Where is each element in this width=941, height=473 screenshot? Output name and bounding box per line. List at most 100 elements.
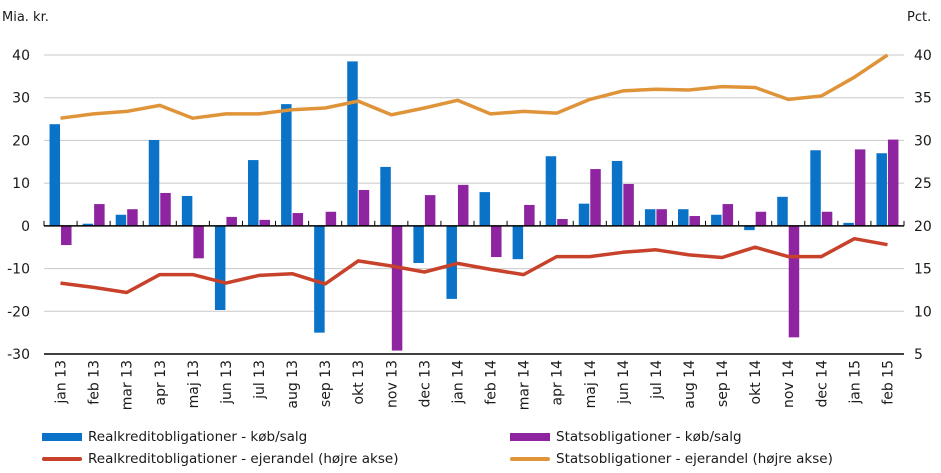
left-axis-tick-label: 40 [12, 48, 30, 64]
bar-realkredit [479, 192, 491, 226]
bar-realkredit [446, 225, 457, 299]
x-axis-category-label: sep 14 [715, 360, 731, 407]
left-axis-tick-label: 10 [12, 176, 30, 192]
bar-stats [391, 225, 403, 351]
x-axis-category-label: nov 13 [384, 360, 400, 408]
right-axis-tick-label: 20 [914, 219, 932, 235]
line-realkredit-ejerandel [60, 236, 888, 295]
bar-realkredit [678, 209, 689, 226]
right-axis-tick-label: 5 [914, 347, 923, 363]
bar-stats [292, 213, 304, 226]
bar-realkredit [611, 160, 623, 226]
x-axis-category-label: nov 14 [781, 360, 797, 408]
bar-stats [160, 192, 171, 226]
x-axis-category-label: dec 14 [814, 360, 830, 408]
x-axis-category-label: jan 13 [54, 360, 70, 405]
bar-stats [424, 195, 436, 226]
legend-label: Statsobligationer - ejerandel (højre aks… [556, 451, 833, 467]
bar-realkredit [578, 203, 590, 226]
x-axis-category-label: jan 14 [450, 360, 466, 405]
left-axis-tick-label: -10 [7, 262, 30, 278]
bar-stats [590, 169, 601, 226]
x-axis-category-label: jul 13 [252, 360, 268, 400]
x-axis-category-label: mar 14 [517, 360, 533, 410]
legend-item-stats-ejerandel: Statsobligationer - ejerandel (højre aks… [510, 451, 833, 467]
bar-realkredit [744, 225, 755, 231]
left-axis-tick-label: 0 [21, 219, 30, 235]
x-axis-category-label: maj 13 [186, 360, 202, 408]
bar-realkredit [281, 104, 292, 226]
legend-label: Realkreditobligationer - ejerandel (højr… [88, 451, 399, 467]
bar-realkredit [413, 225, 424, 264]
bar-stats [689, 216, 700, 226]
bar-realkredit [777, 196, 788, 226]
bar-realkredit [148, 140, 160, 226]
bar-realkredit [49, 124, 61, 226]
right-axis-tick-label: 35 [914, 91, 932, 107]
right-axis-unit-label: Pct. [907, 10, 932, 25]
bar-realkredit [248, 160, 259, 226]
bar-realkredit [380, 166, 391, 226]
x-axis-category-label: jun 14 [616, 360, 632, 405]
legend-swatch-purple-bar [510, 433, 550, 441]
bar-stats [524, 204, 535, 226]
x-axis-category-label: dec 13 [417, 360, 433, 407]
bar-realkredit [545, 156, 557, 226]
legend-label: Statsobligationer - køb/salg [556, 429, 742, 445]
x-axis-category-label: jan 15 [847, 360, 863, 405]
bar-stats [358, 189, 370, 226]
bar-stats [325, 211, 337, 226]
left-axis-tick-label: 30 [12, 91, 30, 107]
left-axis-tick-label: -30 [7, 347, 30, 363]
x-axis-category-label: okt 13 [351, 360, 367, 404]
right-axis-tick-label: 25 [914, 176, 932, 192]
bar-stats [788, 225, 800, 338]
legend-label: Realkreditobligationer - køb/salg [88, 429, 308, 445]
legend-item-realkredit-ejerandel: Realkreditobligationer - ejerandel (højr… [42, 451, 398, 467]
bar-stats [226, 216, 237, 226]
bar-stats [722, 204, 734, 226]
right-axis-tick-label: 15 [914, 262, 932, 278]
left-axis-unit-label: Mia. kr. [2, 10, 49, 25]
legend-swatch-blue-bar [42, 433, 82, 441]
bar-stats [94, 204, 105, 226]
x-axis-category-label: apr 14 [550, 360, 566, 406]
bar-stats [491, 225, 502, 258]
left-axis-tick-label: -20 [7, 304, 30, 320]
bar-realkredit [181, 195, 193, 226]
bar-realkredit [214, 225, 226, 311]
legend-swatch-orange-line [510, 457, 550, 461]
bar-stats [887, 139, 899, 226]
bar-stats [623, 183, 634, 226]
x-axis-category-label: aug 14 [682, 360, 698, 409]
bar-stats [821, 211, 833, 226]
bar-stats [61, 225, 72, 246]
bar-stats [127, 209, 138, 226]
legend-item-stats-koeb-salg: Statsobligationer - køb/salg [510, 429, 742, 445]
bar-realkredit [347, 61, 358, 226]
bar-realkredit [314, 225, 325, 333]
bar-realkredit [82, 223, 94, 226]
x-axis-category-label: aug 13 [285, 360, 301, 409]
bar-stats [193, 225, 204, 259]
x-axis-category-label: jun 13 [219, 360, 235, 405]
bar-stats [854, 149, 866, 226]
line-stats-ejerandel [60, 53, 889, 120]
bar-realkredit [876, 153, 887, 226]
x-axis-category-label: maj 14 [583, 360, 599, 408]
bar-stats [755, 211, 767, 226]
bar-realkredit [115, 214, 127, 226]
x-axis-category-label: okt 14 [748, 360, 764, 405]
bar-realkredit [644, 209, 656, 226]
right-axis-tick-label: 40 [914, 48, 932, 64]
left-axis-tick-label: 20 [12, 133, 30, 149]
bar-stats [259, 219, 270, 226]
legend-item-realkredit-koeb-salg: Realkreditobligationer - køb/salg [42, 429, 307, 445]
legend-swatch-red-line [42, 457, 82, 461]
x-axis-category-label: apr 13 [153, 360, 169, 406]
bar-stats [656, 209, 667, 226]
bar-realkredit [711, 214, 722, 226]
bar-stats [457, 184, 469, 226]
x-axis-category-label: sep 13 [318, 360, 334, 407]
